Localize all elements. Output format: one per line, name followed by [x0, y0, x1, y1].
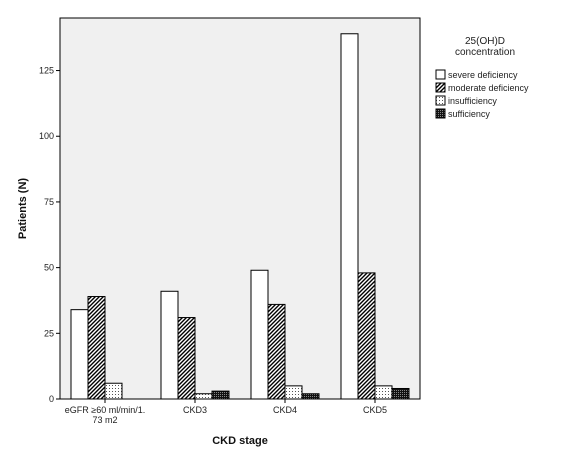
bar-moderate-deficiency	[87, 296, 106, 400]
y-axis-title: Patients (N)	[17, 178, 29, 239]
x-tick-label: 73 m2	[92, 415, 117, 425]
bar-sufficiency	[391, 387, 410, 400]
legend-label: moderate deficiency	[448, 83, 529, 93]
legend-title: concentration	[455, 47, 515, 58]
legend-label: insufficiency	[448, 96, 497, 106]
bars	[70, 33, 410, 400]
bar-insufficiency	[194, 393, 213, 400]
bar-insufficiency	[284, 385, 303, 400]
legend-swatch	[435, 95, 446, 106]
bar-moderate-deficiency	[267, 303, 286, 400]
y-tick-label: 75	[44, 197, 54, 207]
bar-moderate-deficiency	[177, 317, 196, 400]
bar-severe-deficiency	[250, 269, 269, 400]
y-tick-label: 0	[49, 394, 54, 404]
x-tick-label: CKD5	[363, 405, 387, 415]
legend-title: 25(OH)D	[465, 36, 505, 47]
y-tick-label: 125	[39, 66, 54, 76]
y-tick-label: 50	[44, 263, 54, 273]
y-tick-label: 25	[44, 328, 54, 338]
bar-insufficiency	[104, 382, 123, 400]
y-axis: 0 25 50 75 100 125	[39, 66, 60, 404]
legend-swatch	[435, 108, 446, 119]
bar-severe-deficiency	[160, 290, 179, 400]
legend-swatch	[435, 82, 446, 93]
bar-insufficiency	[374, 385, 393, 400]
legend-label: sufficiency	[448, 109, 490, 119]
x-tick-label: CKD4	[273, 405, 297, 415]
x-axis: eGFR ≥60 ml/min/1.73 m2 CKD3 CKD4 CKD5	[65, 399, 387, 425]
x-tick-label: eGFR ≥60 ml/min/1.	[65, 405, 145, 415]
x-axis-title: CKD stage	[212, 435, 268, 447]
legend-label: severe deficiency	[448, 70, 518, 80]
bar-sufficiency	[301, 393, 320, 400]
bar-severe-deficiency	[340, 33, 359, 400]
bar-moderate-deficiency	[357, 272, 376, 400]
legend-swatch	[435, 69, 446, 80]
bar-sufficiency	[211, 390, 230, 400]
bar-severe-deficiency	[70, 309, 89, 400]
x-tick-label: CKD3	[183, 405, 207, 415]
y-tick-label: 100	[39, 131, 54, 141]
plot-frame	[59, 17, 421, 400]
